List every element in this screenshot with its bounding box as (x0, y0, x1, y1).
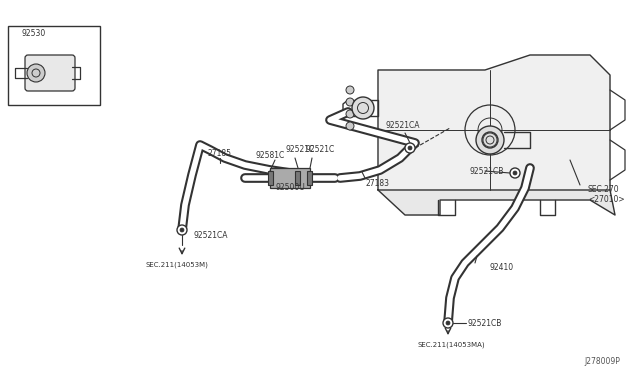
Circle shape (346, 86, 354, 94)
Text: <27010>: <27010> (588, 196, 625, 205)
Circle shape (346, 98, 354, 106)
Bar (307, 171, 312, 185)
Circle shape (510, 168, 520, 178)
Text: 92500U: 92500U (275, 183, 305, 192)
Text: 92521C: 92521C (285, 145, 314, 154)
Circle shape (405, 143, 415, 153)
Text: SEC.211(14053MA): SEC.211(14053MA) (418, 342, 486, 348)
Circle shape (27, 64, 45, 82)
Circle shape (482, 132, 498, 148)
Text: 27185: 27185 (208, 148, 232, 157)
Text: 92581C: 92581C (255, 151, 284, 160)
Polygon shape (378, 190, 615, 215)
Circle shape (446, 321, 450, 325)
Circle shape (177, 225, 187, 235)
Text: 92521CA: 92521CA (193, 231, 227, 240)
Circle shape (513, 171, 517, 175)
Text: 92521C: 92521C (305, 145, 334, 154)
Circle shape (180, 228, 184, 232)
Circle shape (476, 126, 504, 154)
Bar (295, 171, 300, 185)
Text: 92410: 92410 (490, 263, 514, 273)
Bar (8, 26, 100, 105)
Text: 92521CA: 92521CA (385, 122, 419, 131)
Circle shape (346, 110, 354, 118)
Circle shape (346, 122, 354, 130)
Circle shape (443, 318, 453, 328)
FancyBboxPatch shape (25, 55, 75, 91)
Circle shape (408, 146, 412, 150)
Text: J278009P: J278009P (584, 357, 620, 366)
Circle shape (352, 97, 374, 119)
Text: 92521CB: 92521CB (468, 318, 502, 327)
Bar (268, 171, 273, 185)
Text: 27183: 27183 (365, 179, 389, 187)
Text: 92530: 92530 (22, 29, 46, 38)
Bar (270, 168, 310, 188)
Polygon shape (378, 55, 610, 190)
Text: SEC.270: SEC.270 (588, 186, 620, 195)
Text: SEC.211(14053M): SEC.211(14053M) (145, 262, 208, 268)
Text: 92521CB: 92521CB (470, 167, 504, 176)
